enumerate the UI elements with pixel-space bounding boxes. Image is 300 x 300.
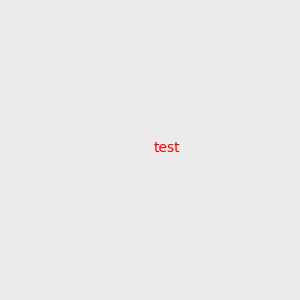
Text: test: test — [154, 140, 180, 154]
